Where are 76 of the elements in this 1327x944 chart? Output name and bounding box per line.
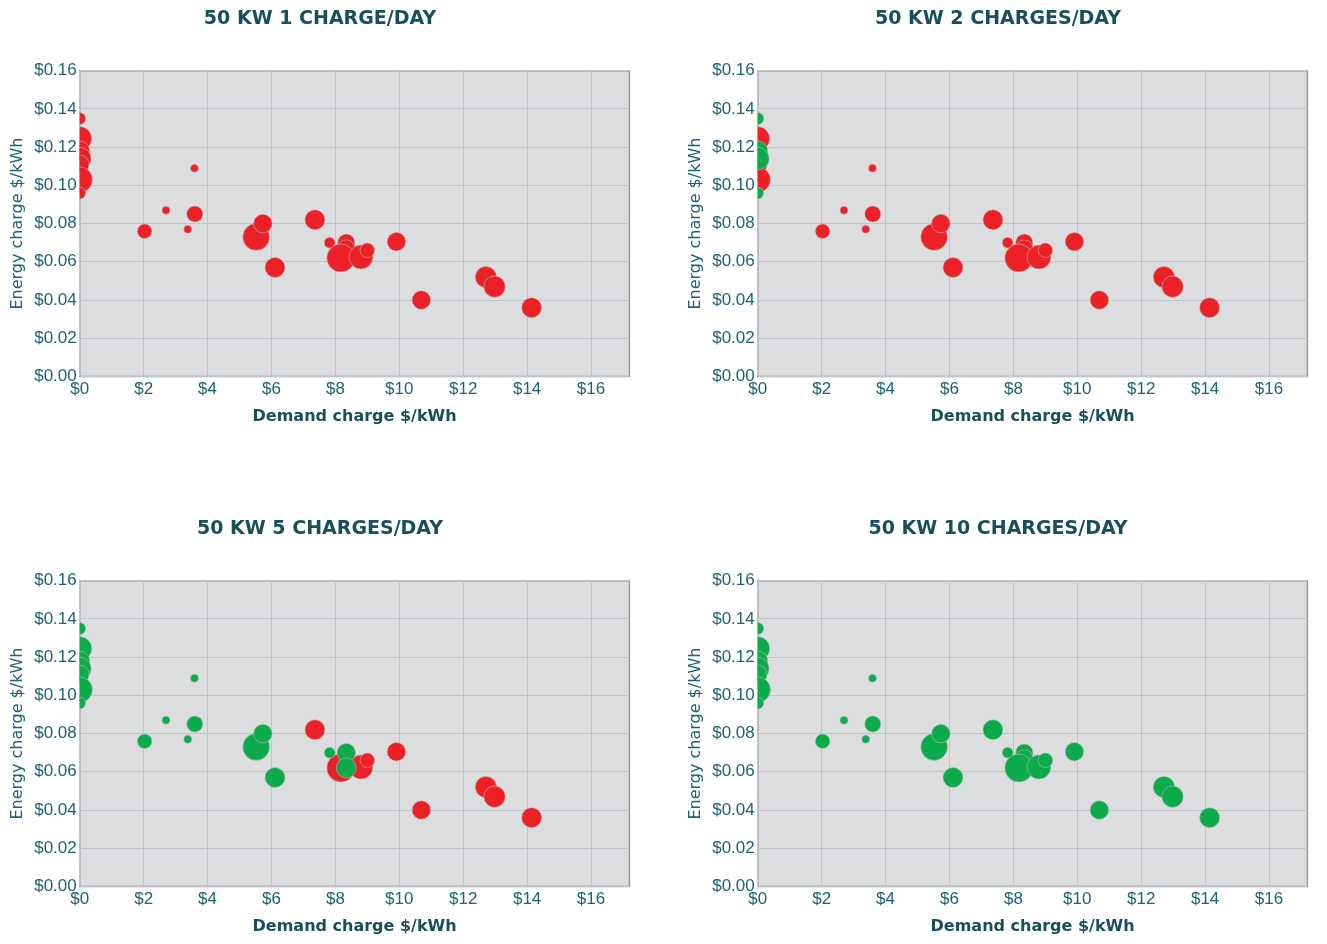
x-tick-label: $8 — [325, 889, 345, 909]
y-axis-title: Energy charge $/kWh — [6, 137, 26, 310]
x-tick-label: $12 — [449, 379, 478, 399]
y-tick-label: $0.14 — [34, 608, 77, 628]
y-tick-label: $0.12 — [34, 136, 77, 156]
x-tick-label: $6 — [262, 379, 281, 399]
x-tick-label: $14 — [1190, 379, 1220, 399]
y-tick-label: $0.12 — [712, 136, 755, 156]
x-tick-label: $16 — [1254, 889, 1284, 909]
x-tick-label: $10 — [385, 889, 414, 909]
x-tick-label: $12 — [1127, 379, 1156, 399]
x-tick-label: $12 — [1127, 889, 1156, 909]
x-tick-label: $16 — [576, 889, 606, 909]
y-tick-label: $0.04 — [712, 799, 755, 819]
y-tick-label: $0.04 — [712, 289, 755, 309]
y-tick-label: $0.08 — [712, 723, 755, 743]
x-tick-label: $4 — [876, 379, 896, 399]
x-tick-label: $16 — [576, 379, 606, 399]
y-tick-label: $0.02 — [712, 837, 755, 857]
x-tick-label: $4 — [198, 379, 218, 399]
y-tick-label: $0.08 — [712, 213, 755, 233]
y-tick-label: $0.14 — [712, 608, 755, 628]
x-tick-label: $6 — [262, 889, 281, 909]
y-axis-title: Energy charge $/kWh — [6, 647, 26, 820]
y-tick-label: $0.14 — [34, 98, 77, 118]
x-tick-label: $2 — [134, 379, 154, 399]
x-axis-title: Demand charge $/kWh — [252, 405, 457, 425]
y-tick-label: $0.04 — [34, 799, 77, 819]
y-tick-label: $0.06 — [712, 761, 755, 781]
y-tick-label: $0.06 — [34, 251, 77, 271]
x-tick-label: $10 — [385, 379, 414, 399]
y-tick-label: $0.02 — [34, 837, 77, 857]
x-axis-title: Demand charge $/kWh — [930, 405, 1135, 425]
y-tick-label: $0.02 — [34, 327, 77, 347]
chart-title: 50 KW 1 CHARGE/DAY — [203, 6, 437, 29]
x-tick-label: $10 — [1063, 889, 1092, 909]
y-tick-label: $0.10 — [712, 685, 755, 705]
y-tick-label: $0.08 — [34, 213, 77, 233]
y-tick-label: $0.04 — [34, 289, 77, 309]
x-tick-label: $14 — [1190, 889, 1220, 909]
x-tick-label: $8 — [1003, 889, 1023, 909]
x-tick-label: $6 — [940, 889, 959, 909]
x-tick-label: $2 — [812, 379, 832, 399]
x-tick-label: $12 — [449, 889, 478, 909]
x-tick-label: $8 — [325, 379, 345, 399]
x-tick-label: $8 — [1003, 379, 1023, 399]
y-axis-title: Energy charge $/kWh — [684, 137, 704, 310]
y-tick-label: $0.02 — [712, 327, 755, 347]
chart-title: 50 KW 5 CHARGES/DAY — [197, 516, 444, 539]
y-tick-label: $0.16 — [712, 570, 755, 590]
y-tick-label: $0.06 — [712, 251, 755, 271]
x-axis-title: Demand charge $/kWh — [930, 915, 1135, 935]
x-tick-label: $2 — [812, 889, 832, 909]
y-tick-label: $0.08 — [34, 723, 77, 743]
x-tick-label: $14 — [512, 379, 542, 399]
y-tick-label: $0.06 — [34, 761, 77, 781]
y-tick-label: $0.10 — [712, 175, 755, 195]
y-tick-label: $0.16 — [34, 60, 77, 80]
y-tick-label: $0.12 — [34, 646, 77, 666]
x-axis-title: Demand charge $/kWh — [252, 915, 457, 935]
x-tick-label: $6 — [940, 379, 959, 399]
y-tick-label: $0.16 — [712, 60, 755, 80]
y-tick-label: $0.16 — [34, 570, 77, 590]
y-tick-label: $0.10 — [34, 685, 77, 705]
y-tick-label: $0.12 — [712, 646, 755, 666]
y-tick-label: $0.14 — [712, 98, 755, 118]
x-tick-label: $4 — [198, 889, 218, 909]
chart-title: 50 KW 2 CHARGES/DAY — [875, 6, 1122, 29]
x-tick-label: $2 — [134, 889, 154, 909]
x-tick-label: $14 — [512, 889, 542, 909]
y-axis-title: Energy charge $/kWh — [684, 647, 704, 820]
y-tick-label: $0.10 — [34, 175, 77, 195]
x-tick-label: $10 — [1063, 379, 1092, 399]
x-tick-label: $4 — [876, 889, 896, 909]
chart-title: 50 KW 10 CHARGES/DAY — [868, 516, 1128, 539]
x-tick-label: $16 — [1254, 379, 1284, 399]
